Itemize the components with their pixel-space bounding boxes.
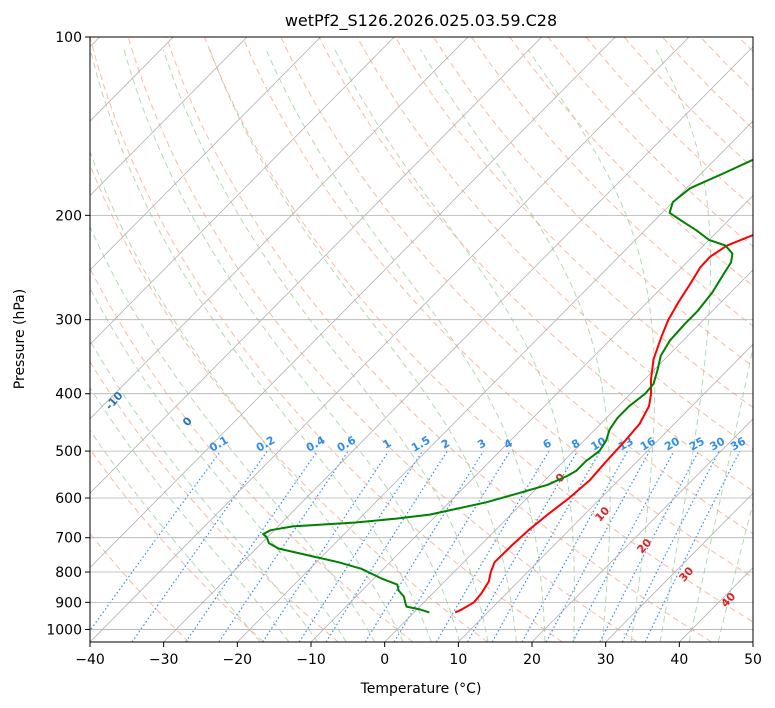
moist-adiabat-line [527,49,656,642]
moist-adiabat-line [90,339,319,642]
y-tick-label: 800 [55,565,82,581]
x-tick-label: 20 [523,652,541,668]
y-tick-label: 600 [55,491,82,507]
dry-adiabat-line [356,37,753,450]
isobar-layer [90,37,753,630]
moist-adiabat-line [90,287,347,642]
moist-adiabat-line [265,49,546,642]
dry-adiabat-line [432,37,753,368]
y-tick-label: 100 [55,30,82,46]
isotherm-line [90,37,395,345]
isotherm-line [605,492,753,642]
chart-title: wetPf2_S126.2026.025.03.59.C28 [285,11,557,31]
y-tick-label: 700 [55,531,82,547]
y-tick-label: 300 [55,313,82,329]
y-tick-label: 400 [55,387,82,403]
moist-adiabat-line [209,49,517,642]
moist-adiabat-line [123,49,461,642]
mixing-ratio-line [572,450,675,642]
dry-adiabat-line [127,37,638,642]
isotherm-line [310,194,753,642]
dry-adiabat-line [90,37,563,642]
tick-layer: −40 −30 −20 −10 0 10 20 30 40 50 100 200 300 400 500 60… [46,30,762,668]
dry-adiabat-line [471,37,753,327]
isotherm-line [384,269,753,642]
temperature-profile [454,233,753,614]
mixing-ratio-line [218,450,349,642]
mixing-ratio-line [325,450,448,642]
isotherm-line [90,37,542,494]
x-tick-label: 40 [670,652,688,668]
isotherm-line [90,37,690,642]
moist-adiabat-line [90,150,404,642]
y-tick-label: 900 [55,595,82,611]
x-tick-label: 50 [744,652,762,668]
isotherm-line [531,418,753,642]
mixing-ratio-line [621,450,720,642]
moist-adiabat-line [688,344,753,642]
x-tick-label: 30 [597,652,615,668]
isotherm-line [90,37,469,420]
moist-adiabat-line [90,49,432,642]
x-tick-label: 0 [380,652,389,668]
mixing-ratio-line [521,450,629,642]
dry-adiabat-line [509,37,753,287]
x-axis-label: Temperature (°C) [360,681,482,697]
y-tick-label: 1000 [46,622,82,638]
x-tick-label: −40 [75,652,105,668]
mixing-ratio-line [185,450,318,642]
dry-adiabat-line [318,37,753,492]
x-tick-label: 10 [449,652,467,668]
mixing-ratio-line [262,450,390,642]
dry-adiabat-line [394,37,753,409]
moist-adiabat-line [655,49,711,642]
mixing-ratio-line [393,450,511,642]
isotherm-line [163,46,753,642]
mixing-ratio-line [545,450,651,642]
isotherm-line [458,343,753,642]
plot-background [90,37,753,642]
isotherm-line [237,120,753,642]
x-tick-label: −30 [149,652,179,668]
isotherm-line [90,37,248,197]
mixing-ratio-line [90,450,221,632]
dry-adiabat-line [90,448,264,642]
dry-adiabat-line [90,360,339,642]
profile-layer [262,158,753,614]
isotherm-line [90,37,616,569]
dry-adiabat-line [90,267,414,642]
mixing-ratio-layer [90,450,741,642]
plot-frame [89,36,754,643]
x-tick-label: −20 [223,652,253,668]
mixing-ratio-line [644,450,741,642]
moist-adiabat-line [162,49,489,642]
moist-adiabat-line [717,501,753,642]
y-axis-label: Pressure (hPa) [12,289,28,389]
dry-adiabat-line [203,37,753,623]
mixing-ratio-line [364,450,485,642]
y-tick-label: 500 [55,444,82,460]
dry-adiabat-line [165,37,712,642]
x-tick-label: −10 [296,652,326,668]
mixing-ratio-line [298,450,424,642]
isotherm-line [90,37,321,271]
moist-adiabat-line [334,49,575,642]
isotherm-layer [90,37,753,642]
y-tick-label: 200 [55,208,82,224]
dewpoint-profile [262,158,753,614]
dry-adiabat-line [242,37,753,579]
